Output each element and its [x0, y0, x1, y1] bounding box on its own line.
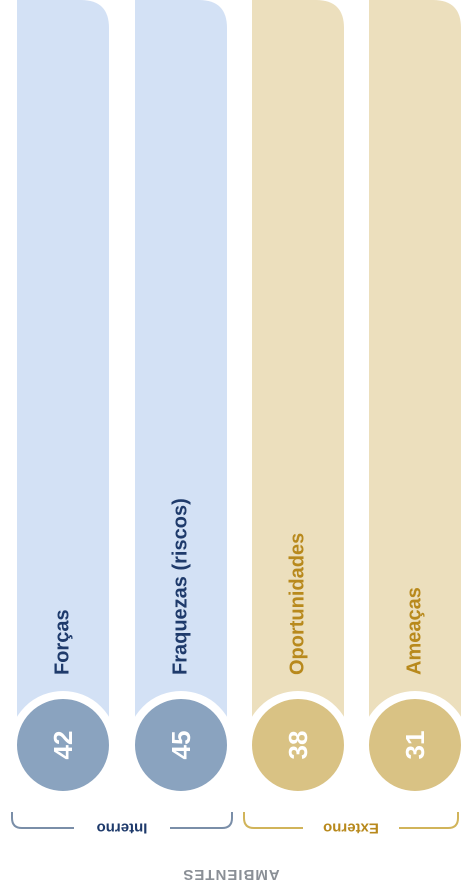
group-bracket — [399, 812, 459, 829]
bar-1 — [17, 0, 109, 735]
value-circle — [9, 691, 117, 799]
category-label: Fraquezas (riscos) — [169, 498, 191, 675]
category-label: Forças — [51, 609, 73, 675]
group-brackets-layer: Interno Externo — [11, 812, 459, 837]
bar-2 — [135, 0, 227, 735]
value-label: 42 — [48, 731, 78, 760]
group-bracket — [170, 812, 233, 829]
value-label: 31 — [400, 731, 430, 760]
axis-title: AMBIENTES — [182, 866, 279, 883]
bars-layer: Forças Fraquezas (riscos) Oportunidades Ame… — [17, 0, 461, 735]
group-label: Externo — [323, 820, 379, 837]
category-label: Ameaças — [403, 587, 425, 675]
group-label: Interno — [97, 820, 148, 837]
bar-4 — [369, 0, 461, 735]
bar-3 — [252, 0, 344, 735]
group-bracket — [11, 812, 74, 829]
value-circles-layer: 42 45 38 31 — [9, 691, 463, 799]
value-circle — [361, 691, 463, 799]
value-label: 38 — [283, 731, 313, 760]
category-label: Oportunidades — [286, 533, 308, 675]
group-bracket — [243, 812, 303, 829]
value-label: 45 — [166, 731, 196, 760]
value-circle — [127, 691, 235, 799]
value-circle — [244, 691, 352, 799]
